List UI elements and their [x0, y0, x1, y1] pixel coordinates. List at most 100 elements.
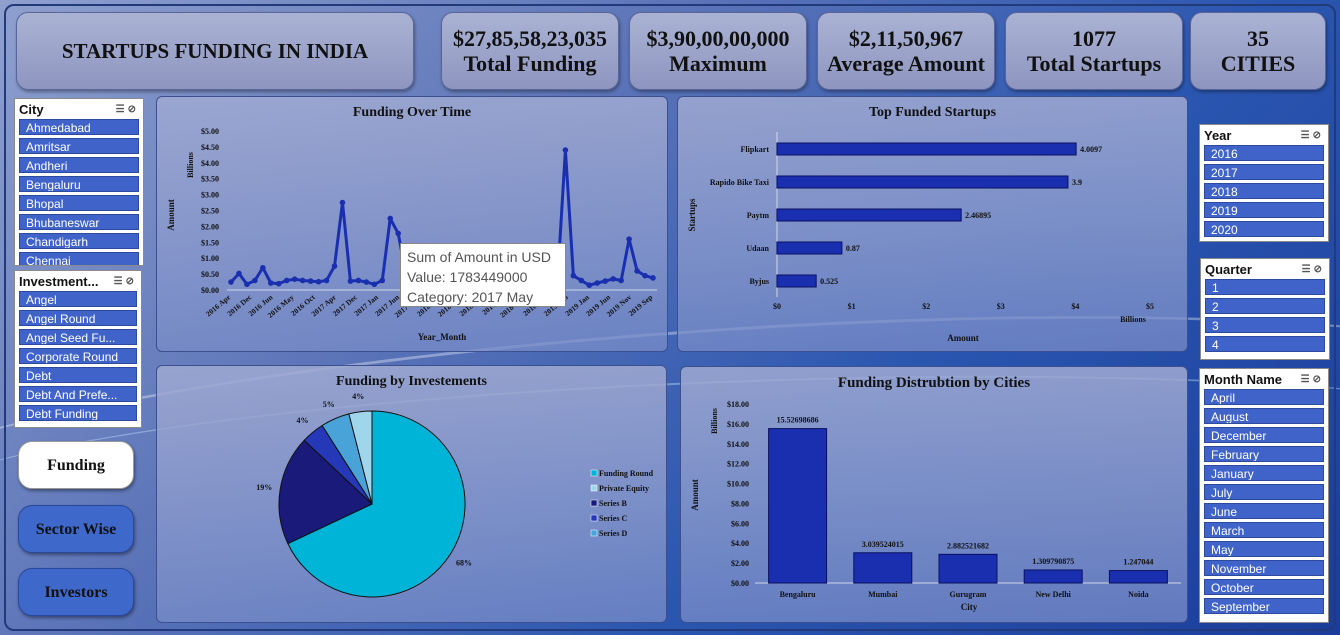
slicer-item[interactable]: June — [1204, 503, 1324, 519]
category-label: Byjus — [749, 277, 769, 286]
slicer-item[interactable]: February — [1204, 446, 1324, 462]
y-tick-label: $6.00 — [731, 519, 749, 528]
slicer-item[interactable]: Debt Funding — [19, 405, 137, 421]
y-tick-label: $4.00 — [201, 159, 219, 168]
legend-swatch — [590, 469, 598, 477]
data-point — [371, 281, 378, 288]
dashboard-title-card: STARTUPS FUNDING IN INDIA — [16, 12, 414, 90]
data-point — [610, 276, 616, 282]
slicer-item[interactable]: November — [1204, 560, 1324, 576]
slicer-item[interactable]: May — [1204, 541, 1324, 557]
category-label: Bengaluru — [780, 590, 817, 599]
data-point — [299, 277, 306, 284]
slicer-item[interactable]: 2016 — [1204, 145, 1324, 161]
month-slicer: Month Name ☰⊘ April August December Febr… — [1199, 368, 1329, 623]
multi-select-icon[interactable]: ☰ — [1301, 263, 1314, 275]
slicer-item[interactable]: March — [1204, 522, 1324, 538]
y-tick-label: $5.00 — [201, 127, 219, 136]
slicer-item[interactable]: Debt — [19, 367, 137, 383]
chart-title: Funding Distrubtion by Cities — [837, 375, 1031, 391]
multi-select-icon[interactable]: ☰ — [1300, 373, 1313, 385]
x-tick-label: $0 — [773, 302, 781, 311]
data-point — [355, 277, 362, 284]
data-point — [275, 280, 282, 287]
y-tick-label: $4.50 — [201, 143, 219, 152]
slicer-item[interactable]: 2 — [1205, 298, 1325, 314]
bar — [776, 274, 817, 288]
chart-title: Funding by Investements — [336, 374, 487, 389]
data-point — [562, 147, 569, 153]
legend-swatch — [590, 499, 598, 507]
slicer-item[interactable]: Corporate Round — [19, 348, 137, 364]
slicer-item[interactable]: Angel Seed Fu... — [19, 329, 137, 345]
data-point — [578, 277, 585, 284]
slicer-title: Investment... — [19, 273, 99, 289]
pie-chart: 68% 19% 4% 5% 4% Funding Round Private Equity S… — [256, 392, 654, 598]
slicer-item[interactable]: January — [1204, 465, 1324, 481]
data-point — [228, 279, 234, 285]
y-tick-label: $18.00 — [727, 400, 749, 409]
slicer-item[interactable]: September — [1204, 598, 1324, 614]
data-point — [236, 270, 242, 277]
slicer-item[interactable]: Amritsar — [19, 138, 139, 154]
sector-wise-button[interactable]: Sector Wise — [18, 505, 134, 553]
funding-by-cities-panel: Funding Distrubtion by Cities $0.00 $2.00… — [680, 366, 1188, 623]
slice-label: 19% — [256, 483, 272, 492]
slicer-item[interactable]: Bhubaneswar — [19, 214, 139, 230]
chart-title: Top Funded Startups — [868, 105, 997, 120]
investors-button[interactable]: Investors — [18, 568, 134, 616]
clear-filter-icon[interactable]: ⊘ — [127, 103, 139, 115]
slicer-item[interactable]: Angel — [19, 291, 137, 307]
bar — [1023, 569, 1083, 584]
slicer-item[interactable]: July — [1204, 484, 1324, 500]
data-point — [260, 264, 266, 271]
x-tick-label: $4 — [1071, 302, 1079, 311]
slicer-item[interactable]: 2017 — [1204, 164, 1324, 180]
dashboard-title: STARTUPS FUNDING IN INDIA — [61, 38, 369, 63]
slicer-item[interactable]: 2018 — [1204, 183, 1324, 199]
data-point — [363, 279, 370, 285]
kpi-value: $3,90,00,00,000 — [646, 26, 790, 51]
slicer-item[interactable]: October — [1204, 579, 1324, 595]
slicer-item[interactable]: Ahmedabad — [19, 119, 139, 135]
data-point — [379, 277, 386, 284]
clear-filter-icon[interactable]: ⊘ — [1312, 373, 1324, 385]
category-label: Rapido Bike Taxi — [710, 178, 770, 187]
bar — [1108, 570, 1168, 584]
legend-label: Series C — [599, 514, 627, 523]
slicer-item[interactable]: August — [1204, 408, 1324, 424]
clear-filter-icon[interactable]: ⊘ — [125, 275, 137, 287]
x-axis-label: City — [961, 602, 978, 612]
slicer-item[interactable]: Chandigarh — [19, 233, 139, 249]
slicer-item[interactable]: Debt And Prefe... — [19, 386, 137, 402]
kpi-label: Average Amount — [827, 51, 985, 76]
multi-select-icon[interactable]: ☰ — [115, 103, 128, 115]
city-slicer: City ☰⊘ Ahmedabad Amritsar Andheri Benga… — [14, 98, 144, 266]
slicer-item[interactable]: Bengaluru — [19, 176, 139, 192]
slicer-item[interactable]: Chennai — [19, 252, 139, 265]
slicer-item[interactable]: 2020 — [1204, 221, 1324, 237]
multi-select-icon[interactable]: ☰ — [1300, 129, 1313, 141]
legend-label: Private Equity — [599, 484, 649, 493]
slicer-item[interactable]: 4 — [1205, 336, 1325, 352]
slicer-item[interactable]: 1 — [1205, 279, 1325, 295]
unit-label: Billions — [710, 408, 719, 434]
category-label: Mumbai — [868, 590, 898, 599]
clear-filter-icon[interactable]: ⊘ — [1313, 263, 1325, 275]
slicer-title: Month Name — [1204, 371, 1282, 387]
kpi-label: Maximum — [669, 51, 767, 76]
legend-label: Series B — [599, 499, 627, 508]
slicer-item[interactable]: Bhopal — [19, 195, 139, 211]
multi-select-icon[interactable]: ☰ — [113, 275, 126, 287]
funding-button[interactable]: Funding — [18, 441, 134, 489]
dashboard-frame — [4, 4, 1336, 631]
slicer-item[interactable]: Angel Round — [19, 310, 137, 326]
y-axis-label: Amount — [166, 199, 176, 231]
slicer-item[interactable]: 3 — [1205, 317, 1325, 333]
slicer-item[interactable]: April — [1204, 389, 1324, 405]
slicer-item[interactable]: Andheri — [19, 157, 139, 173]
data-point — [323, 277, 330, 284]
slicer-item[interactable]: 2019 — [1204, 202, 1324, 218]
clear-filter-icon[interactable]: ⊘ — [1312, 129, 1324, 141]
slicer-item[interactable]: December — [1204, 427, 1324, 443]
